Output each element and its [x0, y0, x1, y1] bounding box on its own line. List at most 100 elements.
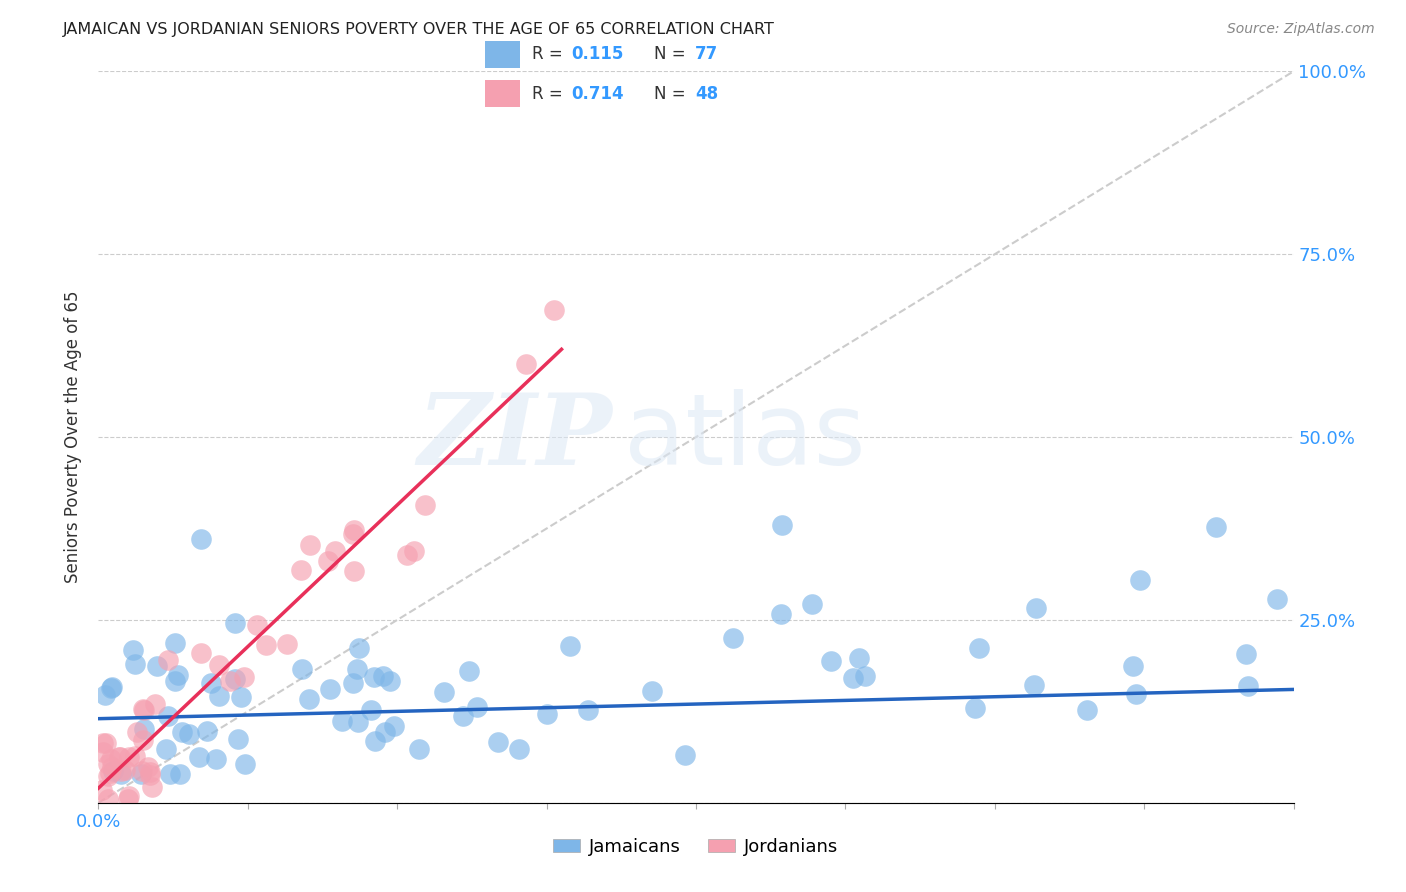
- Point: [342, 527, 364, 541]
- Point: [560, 639, 582, 653]
- Point: [139, 768, 162, 782]
- Point: [820, 654, 842, 668]
- Point: [159, 766, 181, 780]
- Point: [114, 763, 136, 777]
- Point: [413, 498, 436, 512]
- Point: [131, 764, 153, 778]
- Point: [101, 680, 124, 694]
- Legend: Jamaicans, Jordanians: Jamaicans, Jordanians: [546, 830, 846, 863]
- Point: [100, 752, 122, 766]
- Point: [131, 702, 153, 716]
- Text: 77: 77: [695, 45, 718, 63]
- Point: [108, 750, 131, 764]
- Point: [110, 766, 132, 780]
- Point: [117, 792, 139, 806]
- Point: [132, 722, 155, 736]
- Point: [330, 714, 353, 728]
- Point: [100, 760, 122, 774]
- Point: [360, 703, 382, 717]
- Point: [1234, 647, 1257, 661]
- Point: [219, 674, 242, 689]
- Point: [233, 757, 256, 772]
- Point: [226, 731, 249, 746]
- Text: atlas: atlas: [624, 389, 866, 485]
- Point: [364, 734, 387, 748]
- Point: [536, 707, 558, 722]
- Point: [363, 670, 385, 684]
- FancyBboxPatch shape: [485, 80, 520, 108]
- Point: [96, 736, 118, 750]
- Point: [163, 636, 186, 650]
- Point: [97, 769, 120, 783]
- Point: [841, 671, 863, 685]
- Text: ZIP: ZIP: [418, 389, 613, 485]
- Point: [641, 684, 664, 698]
- Point: [395, 548, 418, 562]
- Point: [515, 358, 537, 372]
- Point: [190, 533, 212, 547]
- Point: [204, 751, 226, 765]
- Text: R =: R =: [533, 45, 562, 63]
- Y-axis label: Seniors Poverty Over the Age of 65: Seniors Poverty Over the Age of 65: [65, 291, 83, 583]
- Point: [156, 709, 179, 723]
- Point: [343, 523, 366, 537]
- Point: [967, 641, 990, 656]
- Point: [291, 662, 314, 676]
- Point: [188, 750, 211, 764]
- FancyBboxPatch shape: [485, 40, 520, 68]
- Point: [384, 719, 406, 733]
- Point: [224, 672, 246, 686]
- Point: [138, 764, 160, 779]
- Point: [543, 303, 565, 318]
- Point: [208, 658, 231, 673]
- Text: Source: ZipAtlas.com: Source: ZipAtlas.com: [1227, 22, 1375, 37]
- Point: [136, 760, 159, 774]
- Point: [233, 670, 256, 684]
- Text: JAMAICAN VS JORDANIAN SENIORS POVERTY OVER THE AGE OF 65 CORRELATION CHART: JAMAICAN VS JORDANIAN SENIORS POVERTY OV…: [63, 22, 775, 37]
- Point: [323, 543, 346, 558]
- Point: [121, 643, 143, 657]
- Point: [94, 688, 117, 702]
- Point: [143, 698, 166, 712]
- Point: [224, 615, 246, 630]
- Point: [290, 563, 312, 577]
- Point: [374, 724, 396, 739]
- Text: 0.115: 0.115: [572, 45, 624, 63]
- Point: [179, 726, 201, 740]
- Point: [1265, 592, 1288, 607]
- Point: [508, 742, 530, 756]
- Point: [1022, 678, 1045, 692]
- Point: [1205, 520, 1227, 534]
- Point: [190, 646, 212, 660]
- Point: [347, 641, 370, 656]
- Text: N =: N =: [654, 85, 686, 103]
- Point: [169, 766, 191, 780]
- Point: [132, 733, 155, 747]
- Point: [163, 673, 186, 688]
- Point: [769, 607, 792, 621]
- Text: N =: N =: [654, 45, 686, 63]
- Point: [110, 764, 132, 779]
- Point: [770, 517, 793, 532]
- Point: [155, 741, 177, 756]
- Point: [319, 681, 342, 696]
- Point: [299, 539, 322, 553]
- Point: [408, 741, 430, 756]
- Point: [129, 766, 152, 780]
- Point: [170, 725, 193, 739]
- Point: [229, 690, 252, 705]
- Text: 48: 48: [695, 85, 718, 103]
- Point: [91, 782, 114, 797]
- Point: [195, 723, 218, 738]
- Point: [298, 692, 321, 706]
- Point: [146, 658, 169, 673]
- Point: [963, 701, 986, 715]
- Point: [276, 638, 298, 652]
- Point: [318, 554, 340, 568]
- Text: 0.714: 0.714: [572, 85, 624, 103]
- Point: [343, 564, 366, 578]
- Point: [108, 750, 131, 764]
- Point: [100, 681, 122, 695]
- Point: [157, 653, 180, 667]
- Point: [673, 747, 696, 762]
